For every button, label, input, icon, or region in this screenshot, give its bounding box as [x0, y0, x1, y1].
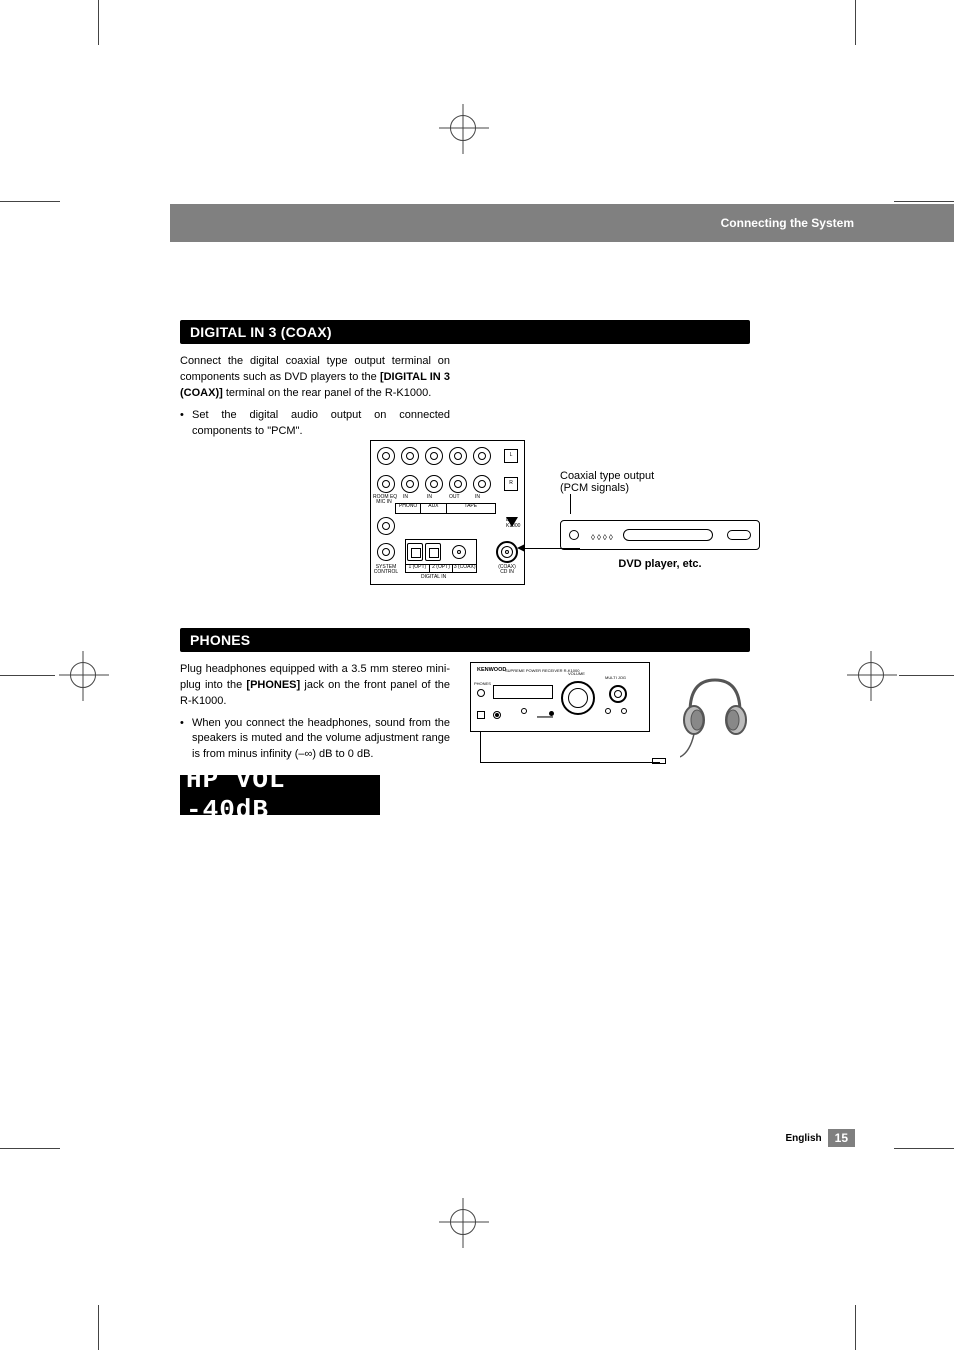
page-footer: English 15 [786, 1129, 855, 1147]
bullet-item: Set the digital audio output on connecte… [180, 408, 450, 440]
panel-label-cdin: (COAX) CD IN [493, 565, 521, 575]
phones-bullets: When you connect the headphones, sound f… [180, 716, 450, 764]
phones-section-row: Plug headphones equipped with a 3.5 mm s… [180, 662, 750, 822]
headphone-cable [480, 732, 481, 762]
bullet-item: When you connect the headphones, sound f… [180, 716, 450, 764]
phones-text-col: Plug headphones equipped with a 3.5 mm s… [180, 662, 450, 822]
panel-label: OUT [449, 495, 460, 500]
section-title-phones: PHONES [180, 628, 750, 652]
page-content: DIGITAL IN 3 (COAX) Connect the digital … [180, 320, 750, 822]
panel-multijog-label: MULTI JOG [605, 675, 626, 680]
cropmark [894, 201, 954, 202]
cropmark [855, 0, 856, 45]
section-header-bar: Connecting the System [170, 204, 954, 242]
footer-language: English [786, 1133, 822, 1144]
panel-phones-label: PHONES [474, 681, 491, 686]
front-panel-diagram: KENWOOD SUPREME POWER RECEIVER R-K1000 P… [470, 662, 650, 732]
panel-label: AUX [421, 504, 446, 513]
panel-volume-label: VOLUME [568, 671, 585, 676]
registration-mark [858, 662, 884, 688]
section-header-text: Connecting the System [721, 216, 854, 230]
cropmark [0, 201, 60, 202]
digital-figure: L R ROOM EQ MIC IN IN IN OUT IN PHONO AU… [180, 440, 750, 600]
panel-label: IN [427, 495, 432, 500]
cropmark [899, 675, 954, 676]
panel-label-l: L [510, 453, 513, 458]
dvd-caption: DVD player, etc. [560, 558, 760, 570]
section-title-digital: DIGITAL IN 3 (COAX) [180, 320, 750, 344]
text-line: (PCM signals) [560, 482, 629, 494]
digital-bullets: Set the digital audio output on connecte… [180, 408, 450, 440]
text-fragment: terminal on the rear panel of the R-K100… [223, 387, 432, 399]
panel-label: PHONO [396, 504, 421, 513]
cropmark [894, 1148, 954, 1149]
phones-figure: KENWOOD SUPREME POWER RECEIVER R-K1000 P… [470, 662, 750, 822]
panel-label-r: R [509, 481, 513, 486]
panel-brand: KENWOOD [477, 667, 506, 673]
text-bold-fragment: [PHONES] [246, 679, 300, 691]
cropmark [98, 0, 99, 45]
coax-output-label: Coaxial type output (PCM signals) [560, 470, 760, 494]
panel-label-sysctrl: SYSTEM CONTROL [373, 565, 399, 575]
rear-panel-diagram: L R ROOM EQ MIC IN IN IN OUT IN PHONO AU… [370, 440, 525, 585]
headphone-plug-icon [652, 758, 666, 764]
cropmark [855, 1305, 856, 1350]
panel-label: IN [403, 495, 408, 500]
panel-label-digitalin: DIGITAL IN [421, 575, 446, 580]
panel-label-roomeq: ROOM EQ MIC IN [373, 495, 395, 505]
panel-label: TAPE [447, 504, 496, 513]
headphones-icon [680, 672, 750, 767]
registration-mark [450, 115, 476, 141]
panel-label-dpk: DP-K1000 [506, 517, 524, 529]
footer-page-number: 15 [828, 1129, 855, 1147]
panel-label: IN [475, 495, 480, 500]
panel-label: 2 (OPT) [430, 565, 454, 572]
text-line: Coaxial type output [560, 470, 654, 482]
registration-mark [70, 662, 96, 688]
phones-paragraph: Plug headphones equipped with a 3.5 mm s… [180, 662, 450, 710]
registration-mark [450, 1209, 476, 1235]
lcd-display: HP VOL -40dB [180, 775, 380, 815]
panel-label: 1 (OPT) [406, 565, 430, 572]
digital-paragraph: Connect the digital coaxial type output … [180, 354, 450, 402]
cropmark [98, 1305, 99, 1350]
dvd-player-diagram: ◊◊◊◊ [560, 520, 760, 550]
headphone-cable [480, 762, 660, 763]
cropmark [0, 1148, 60, 1149]
cropmark [0, 675, 55, 676]
panel-label: 3 (COAX) [453, 565, 476, 572]
manual-page: Connecting the System DIGITAL IN 3 (COAX… [0, 0, 954, 1350]
